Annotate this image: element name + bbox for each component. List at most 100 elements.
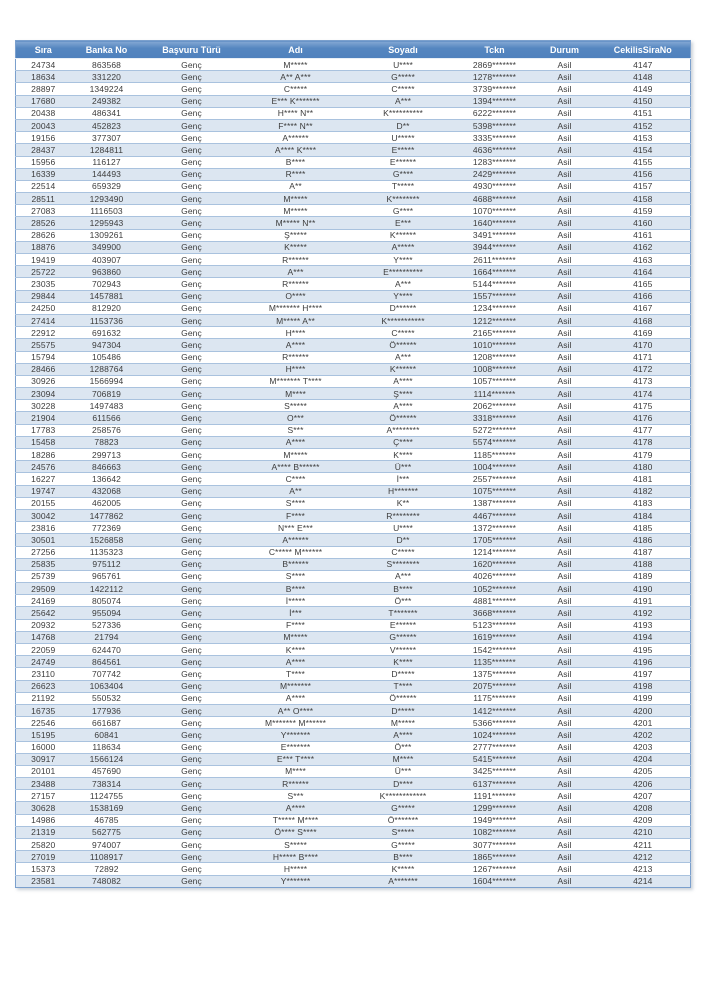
cell-cekilis-sira-no: 4201 [595, 716, 691, 730]
cell-soyadi: G**** [350, 168, 456, 181]
cell-cekilis-sira-no: 4176 [595, 411, 691, 425]
cell-soyadi: A**** [350, 375, 456, 389]
cell-durum: Asil [533, 119, 596, 133]
cell-soyadi: A**** [350, 728, 456, 742]
cell-cekilis-sira-no: 4214 [633, 876, 653, 887]
table-row: 27019 1108917 Genç H***** B**** B**** 18… [15, 850, 691, 864]
cell-cekilis-sira-no: 4171 [595, 351, 691, 364]
header-cell: Adı [240, 40, 351, 59]
cell-durum: Asil [533, 192, 596, 206]
cell-cekilis-sira-no: 4200 [595, 704, 691, 718]
cell-banka-no: 136642 [70, 472, 143, 486]
cell-durum: Asil [533, 95, 596, 108]
cell-adi: M***** [240, 204, 351, 218]
cell-durum: Asil [533, 716, 596, 730]
cell-adi: M******* T**** [240, 375, 351, 389]
cell-soyadi: K***** [350, 862, 456, 876]
cell-durum: Asil [533, 131, 596, 145]
cell-tckn: 5415******* [455, 753, 534, 766]
cell-soyadi: S******** [350, 558, 456, 571]
cell-durum: Asil [533, 241, 596, 255]
cell-adi: K***** [240, 241, 351, 255]
cell-adi: E******* [240, 741, 351, 754]
cell-sira: 21192 [15, 692, 71, 705]
cell-basvuru-turu: Genç [142, 509, 241, 523]
table-row: 14768 21794 Genç M***** G****** 1619****… [15, 631, 691, 645]
cell-tckn: 2611******* [455, 253, 534, 267]
cell-cekilis-sira-no: 4148 [595, 70, 691, 84]
table-row: 15195 60841 Genç Y******* A**** 1024****… [15, 728, 691, 742]
cell-tckn: 1299******* [455, 801, 534, 815]
cell-adi: A**** [240, 801, 351, 815]
table-row: 30628 1538169 Genç A**** G***** 1299****… [15, 801, 691, 815]
cell-tckn: 1557******* [455, 290, 534, 303]
cell-adi: R****** [240, 351, 351, 364]
cell-soyadi: Ü*** [350, 765, 456, 779]
cell-adi: M**** [240, 765, 351, 779]
cell-durum: Asil [533, 326, 596, 340]
cell-adi: M******* H**** [240, 302, 351, 315]
cell-soyadi: K**** [350, 655, 456, 669]
cell-basvuru-turu: Genç [142, 826, 241, 840]
cell-durum: Asil [533, 801, 596, 815]
table-row: 15794 105486 Genç R****** A*** 1208*****… [15, 351, 691, 364]
cell-basvuru-turu: Genç [142, 363, 241, 376]
cell-soyadi: U**** [350, 58, 456, 72]
cell-tckn: 2429******* [455, 168, 534, 181]
table-row: 19747 432068 Genç A** H******* 1075*****… [15, 485, 691, 498]
cell-cekilis-sira-no: 4213 [595, 862, 691, 876]
cell-soyadi: U***** [350, 131, 456, 145]
cell-adi: F**** [240, 619, 351, 632]
table-row: 14986 46785 Genç T***** M**** Ö******* 1… [15, 814, 691, 827]
cell-soyadi: A*** [350, 95, 456, 108]
cell-basvuru-turu: Genç [142, 546, 241, 559]
cell-banka-no: 349900 [70, 241, 143, 255]
cell-cekilis-sira-no: 4155 [595, 156, 691, 169]
cell-adi: A** O**** [240, 704, 351, 718]
cell-tckn: 1372******* [455, 521, 534, 535]
cell-soyadi: U**** [350, 521, 456, 535]
cell-banka-no: 1116503 [70, 204, 143, 218]
cell-soyadi: İ*** [350, 472, 456, 486]
cell-basvuru-turu: Genç [142, 143, 241, 157]
cell-banka-no: 331220 [70, 70, 143, 84]
table-row: 19156 377307 Genç A****** U***** 3335***… [15, 131, 691, 145]
cell-adi: İ*** [240, 606, 351, 620]
cell-basvuru-turu: Genç [142, 314, 241, 328]
table-row: 18286 299713 Genç M***** K**** 1185*****… [15, 448, 691, 462]
cell-tckn: 2062******* [455, 399, 534, 413]
cell-banka-no: 457690 [70, 765, 143, 779]
cell-sira: 25722 [15, 265, 71, 279]
cell-tckn: 1008******* [455, 363, 534, 376]
cell-banka-no: 846663 [70, 460, 143, 474]
cell-cekilis-sira-no: 4152 [595, 119, 691, 133]
cell-durum: Asil [533, 680, 596, 693]
table-row: 20043 452823 Genç F**** N** D** 5398****… [15, 119, 691, 133]
cell-sira: 18876 [15, 241, 71, 255]
cell-cekilis-sira-no: 4181 [595, 472, 691, 486]
cell-cekilis-sira-no: 4164 [595, 265, 691, 279]
cell-cekilis-sira-no: 4202 [595, 728, 691, 742]
table-row: 28511 1293490 Genç M***** K******** 4688… [15, 192, 691, 206]
cell-sira: 23816 [15, 521, 71, 535]
cell-durum: Asil [533, 338, 596, 352]
cell-basvuru-turu: Genç [142, 594, 241, 608]
cell-banka-no: 772369 [70, 521, 143, 535]
cell-adi: A** [240, 180, 351, 194]
cell-cekilis-sira-no: 4204 [595, 753, 691, 766]
table-row: 24734 863568 Genç M***** U**** 2869*****… [15, 58, 691, 72]
cell-sira: 28626 [15, 229, 71, 242]
cell-tckn: 3944******* [455, 241, 534, 255]
cell-durum: Asil [533, 302, 596, 315]
table-row: 20438 486341 Genç H**** N** K********** … [15, 107, 691, 120]
cell-sira: 22912 [15, 326, 71, 340]
cell-basvuru-turu: Genç [142, 667, 241, 681]
cell-sira: 24576 [15, 460, 71, 474]
table-row: 30042 1477862 Genç F**** R******** 4467*… [15, 509, 691, 523]
cell-basvuru-turu: Genç [142, 192, 241, 206]
cell-basvuru-turu: Genç [142, 619, 241, 632]
cell-basvuru-turu: Genç [142, 485, 241, 498]
cell-sira: 19156 [15, 131, 71, 145]
cell-sira: 23488 [15, 777, 71, 791]
table-row: 25739 965761 Genç S**** A*** 4026*******… [15, 570, 691, 584]
